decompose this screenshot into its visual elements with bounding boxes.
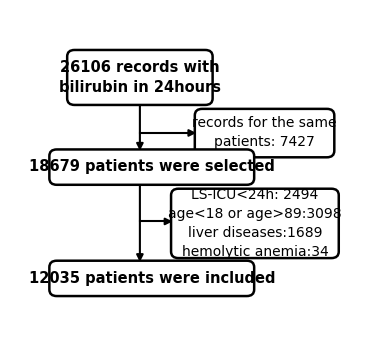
Text: 26106 records with
bilirubin in 24hours: 26106 records with bilirubin in 24hours xyxy=(59,60,221,95)
Text: 18679 patients were selected: 18679 patients were selected xyxy=(29,159,275,174)
FancyBboxPatch shape xyxy=(67,50,213,105)
FancyBboxPatch shape xyxy=(49,150,254,185)
Text: LS-ICU<24h: 2494
age<18 or age>89:3098
liver diseases:1689
hemolytic anemia:34: LS-ICU<24h: 2494 age<18 or age>89:3098 l… xyxy=(168,188,342,259)
FancyBboxPatch shape xyxy=(49,261,254,296)
Text: 12035 patients were included: 12035 patients were included xyxy=(28,271,275,286)
Text: records for the same
patients: 7427: records for the same patients: 7427 xyxy=(192,117,337,149)
FancyBboxPatch shape xyxy=(195,109,334,157)
FancyBboxPatch shape xyxy=(171,189,339,258)
